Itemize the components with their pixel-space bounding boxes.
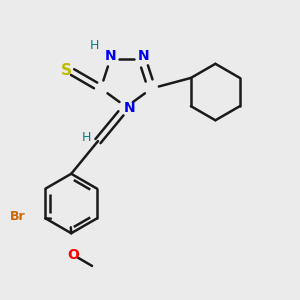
- Text: O: O: [67, 248, 79, 262]
- Text: N: N: [123, 101, 135, 116]
- Text: N: N: [138, 49, 149, 62]
- Text: S: S: [61, 63, 71, 78]
- Text: H: H: [82, 131, 92, 144]
- Text: Br: Br: [10, 210, 26, 224]
- Text: N: N: [105, 49, 116, 62]
- Text: H: H: [89, 39, 99, 52]
